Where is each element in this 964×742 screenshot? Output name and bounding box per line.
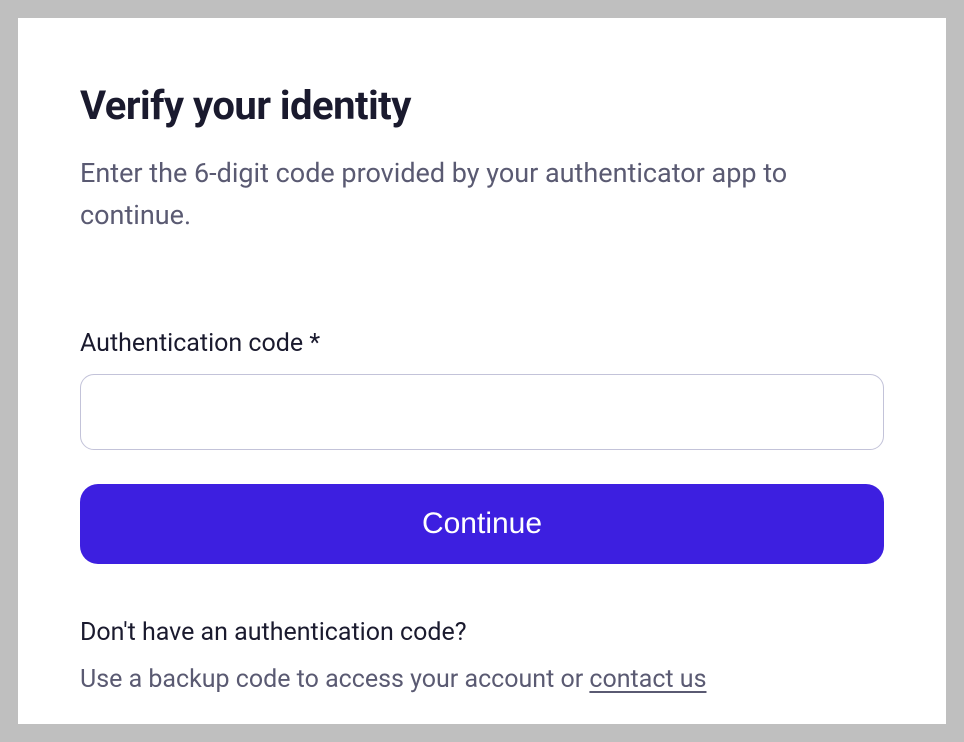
page-description: Enter the 6-digit code provided by your … xyxy=(80,153,884,237)
help-text: Use a backup code to access your account… xyxy=(80,661,884,699)
auth-code-input[interactable] xyxy=(80,374,884,450)
auth-code-label: Authentication code * xyxy=(80,329,884,358)
help-question: Don't have an authentication code? xyxy=(80,618,884,647)
page-title: Verify your identity xyxy=(80,82,884,129)
help-text-prefix: Use a backup code to access your account… xyxy=(80,665,589,694)
contact-us-link[interactable]: contact us xyxy=(589,665,706,694)
verify-identity-card: Verify your identity Enter the 6-digit c… xyxy=(18,18,946,724)
continue-button[interactable]: Continue xyxy=(80,484,884,564)
